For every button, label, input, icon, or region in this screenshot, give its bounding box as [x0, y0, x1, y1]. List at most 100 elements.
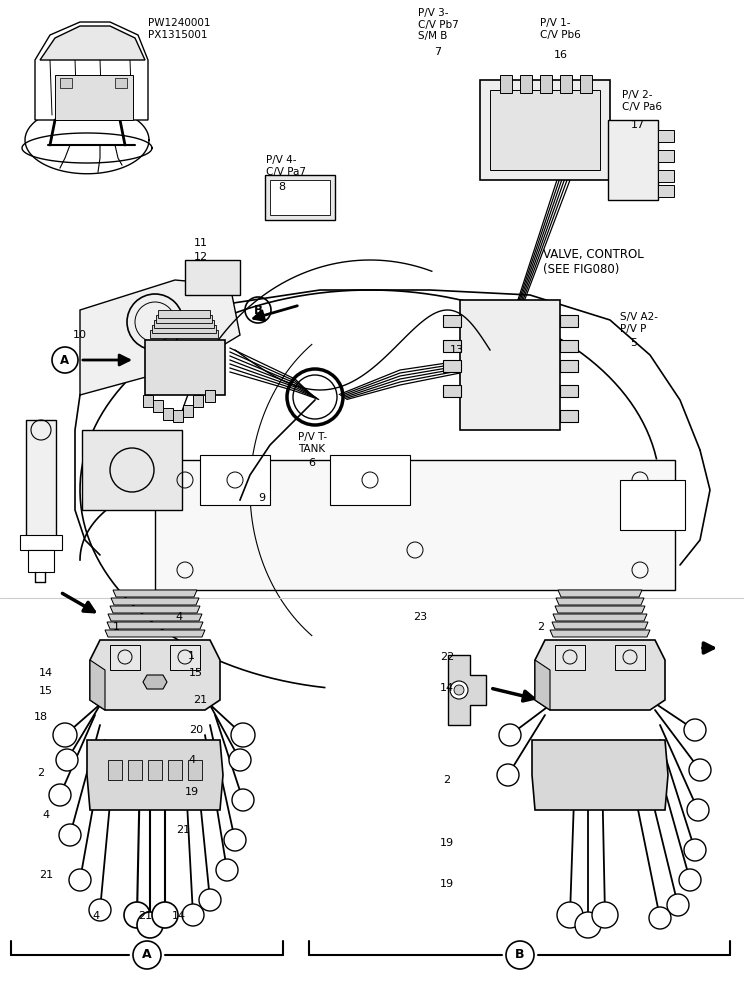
Bar — [560, 340, 578, 352]
Circle shape — [687, 799, 709, 821]
Bar — [200, 455, 270, 505]
Circle shape — [224, 829, 246, 851]
Polygon shape — [105, 630, 205, 637]
Bar — [560, 360, 578, 372]
Polygon shape — [143, 675, 167, 689]
Circle shape — [89, 899, 111, 921]
Polygon shape — [111, 598, 199, 605]
Polygon shape — [535, 660, 550, 710]
Text: 21: 21 — [176, 825, 190, 835]
Bar — [193, 395, 203, 407]
Bar — [620, 480, 685, 530]
Bar — [460, 300, 560, 430]
Polygon shape — [80, 280, 240, 395]
Circle shape — [152, 902, 178, 928]
Polygon shape — [90, 640, 220, 710]
Text: P/V 2-
C/V Pa6: P/V 2- C/V Pa6 — [622, 90, 662, 112]
Bar — [658, 170, 674, 182]
Text: 21: 21 — [138, 911, 152, 921]
Text: PW1240001
PX1315001: PW1240001 PX1315001 — [148, 18, 211, 40]
Bar — [580, 75, 592, 93]
Text: 6: 6 — [308, 458, 315, 468]
Bar — [540, 75, 552, 93]
Text: A: A — [142, 948, 152, 962]
Circle shape — [53, 723, 77, 747]
Bar — [443, 360, 461, 372]
Text: 21: 21 — [39, 870, 53, 880]
Circle shape — [231, 723, 255, 747]
Polygon shape — [553, 614, 647, 621]
Bar — [154, 320, 214, 328]
Text: 18: 18 — [34, 712, 48, 722]
Circle shape — [575, 912, 601, 938]
Bar — [20, 535, 62, 550]
Bar — [60, 78, 72, 88]
Polygon shape — [552, 622, 648, 629]
Circle shape — [667, 894, 689, 916]
Bar — [163, 408, 173, 420]
Circle shape — [59, 824, 81, 846]
Text: 19: 19 — [185, 787, 199, 797]
Circle shape — [557, 902, 583, 928]
Bar — [480, 80, 610, 180]
Polygon shape — [558, 590, 642, 597]
Text: 21: 21 — [193, 695, 207, 705]
Text: P/V 1-
C/V Pb6: P/V 1- C/V Pb6 — [540, 18, 581, 40]
Polygon shape — [87, 740, 223, 810]
Text: 16: 16 — [554, 50, 568, 60]
Bar — [110, 645, 140, 670]
Text: 17: 17 — [631, 120, 645, 130]
Bar — [170, 645, 200, 670]
Polygon shape — [110, 606, 200, 613]
Text: 23: 23 — [413, 612, 427, 622]
Text: 15: 15 — [39, 686, 53, 696]
Text: 11: 11 — [194, 238, 208, 248]
Circle shape — [229, 749, 251, 771]
Bar — [188, 760, 202, 780]
Text: 14: 14 — [172, 911, 186, 921]
Text: 19: 19 — [440, 838, 454, 848]
Polygon shape — [532, 740, 668, 810]
Bar — [115, 78, 127, 88]
Polygon shape — [107, 622, 203, 629]
Text: 4: 4 — [176, 612, 182, 622]
Polygon shape — [40, 26, 145, 60]
Bar — [560, 315, 578, 327]
Circle shape — [199, 889, 221, 911]
Bar — [490, 90, 600, 170]
Text: B: B — [254, 304, 263, 316]
Text: 4: 4 — [188, 755, 196, 765]
Bar — [615, 645, 645, 670]
Bar — [560, 385, 578, 397]
Bar — [555, 645, 585, 670]
Bar — [108, 760, 122, 780]
Bar — [270, 180, 330, 215]
Text: 13: 13 — [450, 345, 464, 355]
Text: 14: 14 — [440, 683, 454, 693]
Polygon shape — [448, 655, 486, 725]
Bar — [658, 130, 674, 142]
Bar — [173, 410, 183, 422]
Text: 14: 14 — [39, 668, 53, 678]
Polygon shape — [90, 660, 105, 710]
Text: 1: 1 — [112, 622, 120, 632]
Circle shape — [649, 907, 671, 929]
Text: 2: 2 — [537, 622, 545, 632]
Polygon shape — [556, 598, 644, 605]
Bar — [330, 455, 410, 505]
Bar — [608, 120, 658, 200]
Bar — [265, 175, 335, 220]
Text: VALVE, CONTROL
(SEE FIG080): VALVE, CONTROL (SEE FIG080) — [543, 248, 644, 276]
Circle shape — [450, 681, 468, 699]
Polygon shape — [108, 614, 202, 621]
Text: 15: 15 — [189, 668, 203, 678]
Bar — [82, 430, 182, 510]
Bar — [143, 395, 153, 407]
Bar — [443, 340, 461, 352]
Bar — [148, 760, 162, 780]
Bar — [28, 550, 54, 572]
Text: 1: 1 — [187, 651, 194, 661]
Bar — [152, 325, 216, 333]
Bar — [560, 75, 572, 93]
Polygon shape — [555, 606, 645, 613]
